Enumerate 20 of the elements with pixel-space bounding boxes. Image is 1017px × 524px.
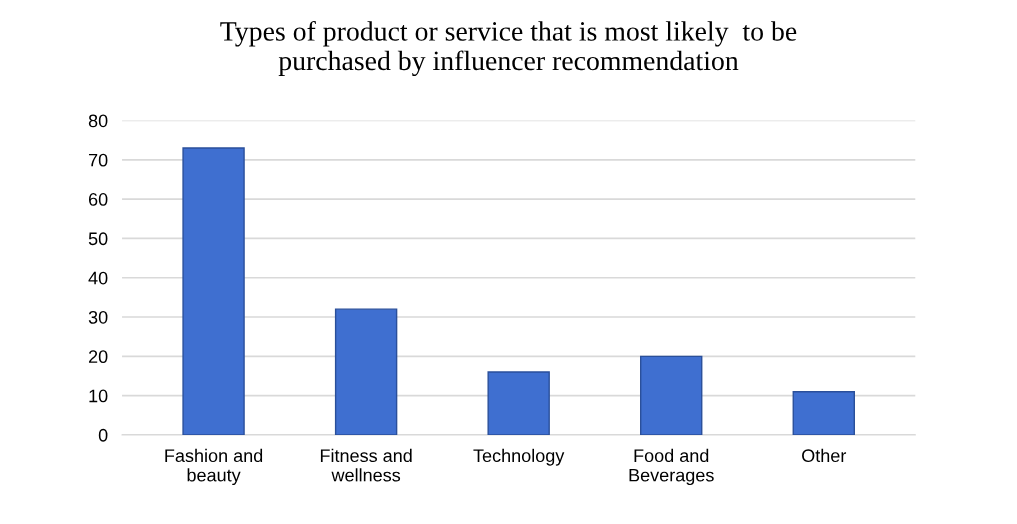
y-tick-label: 20 — [88, 350, 108, 364]
y-tick-label: 80 — [88, 114, 108, 128]
y-tick-label: 70 — [89, 153, 108, 167]
x-tick-label: Food and Beverages — [629, 448, 714, 486]
bar — [182, 147, 245, 435]
y-tick-label: 60 — [88, 193, 108, 206]
x-tick-label: Fitness and wellness — [320, 448, 412, 482]
y-tick-label: 0 — [98, 428, 108, 442]
chart-title: Types of product or service that is most likely to be purchased by influencer recommendation — [220, 20, 797, 76]
x-tick-label: Technology — [473, 448, 565, 466]
x-tick-label: Fashion and beauty — [165, 448, 263, 486]
bar — [792, 390, 855, 435]
bar — [334, 308, 398, 435]
y-tick-label: 30 — [88, 310, 108, 324]
y-tick-label: 40 — [88, 271, 108, 285]
bar — [640, 355, 703, 435]
y-tick-label: 50 — [88, 232, 108, 246]
bar — [487, 371, 550, 435]
x-tick-label: Other — [802, 448, 847, 463]
y-tick-label: 10 — [89, 389, 108, 403]
